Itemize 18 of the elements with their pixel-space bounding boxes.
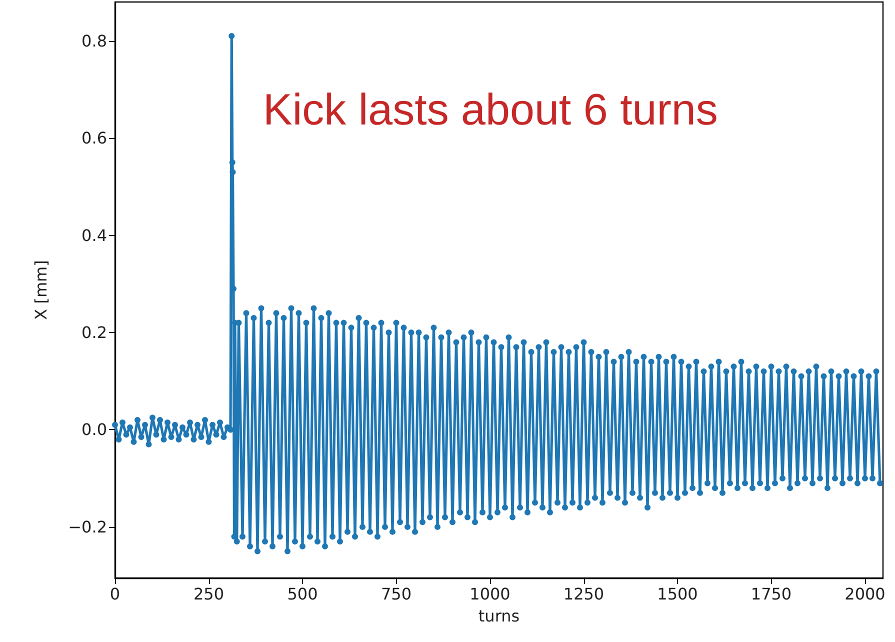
y-tick-label: 0.4 bbox=[82, 226, 107, 245]
y-tick-label: 0.2 bbox=[82, 323, 107, 342]
y-tick-label: −0.2 bbox=[68, 517, 107, 536]
x-tick-label: 250 bbox=[193, 584, 224, 604]
x-tick-label: 2000 bbox=[844, 584, 886, 604]
y-axis-title: X [mm] bbox=[32, 260, 50, 320]
x-tick-label: 500 bbox=[287, 584, 318, 604]
x-tick-label: 1250 bbox=[563, 584, 604, 604]
x-tick-label: 1750 bbox=[750, 584, 792, 604]
x-tick-label: 750 bbox=[380, 584, 412, 604]
y-tick-label: 0.6 bbox=[82, 128, 107, 148]
y-tick-label: 0.8 bbox=[82, 31, 107, 50]
x-tick-label: 1500 bbox=[657, 584, 698, 604]
annotation: Kick lasts about 6 turns bbox=[263, 86, 718, 134]
y-tick-label: 0.0 bbox=[82, 420, 107, 440]
x-tick-label: 1000 bbox=[470, 584, 510, 604]
x-tick-label: 0 bbox=[110, 584, 120, 604]
x-axis-title: turns bbox=[478, 606, 520, 626]
